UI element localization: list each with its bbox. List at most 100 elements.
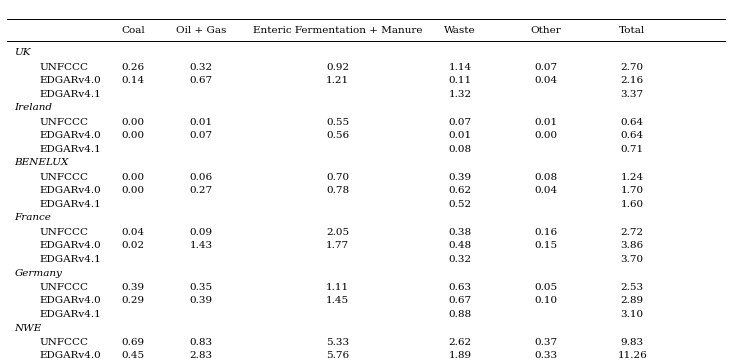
Text: 2.62: 2.62	[449, 338, 471, 347]
Text: 1.11: 1.11	[326, 283, 350, 292]
Text: 1.89: 1.89	[449, 351, 471, 360]
Text: 1.14: 1.14	[449, 63, 471, 72]
Text: EDGARv4.0: EDGARv4.0	[40, 131, 101, 140]
Text: 0.35: 0.35	[190, 283, 213, 292]
Text: 2.53: 2.53	[621, 283, 644, 292]
Text: 0.04: 0.04	[122, 228, 144, 237]
Text: Germany: Germany	[15, 269, 62, 278]
Text: 0.39: 0.39	[449, 173, 471, 182]
Text: Other: Other	[531, 26, 561, 35]
Text: UNFCCC: UNFCCC	[40, 338, 89, 347]
Text: 0.38: 0.38	[449, 228, 471, 237]
Text: 0.56: 0.56	[326, 131, 350, 140]
Text: EDGARv4.1: EDGARv4.1	[40, 199, 101, 208]
Text: EDGARv4.0: EDGARv4.0	[40, 76, 101, 85]
Text: 2.72: 2.72	[621, 228, 644, 237]
Text: 0.92: 0.92	[326, 63, 350, 72]
Text: 0.67: 0.67	[190, 76, 213, 85]
Text: 1.43: 1.43	[190, 241, 213, 250]
Text: UNFCCC: UNFCCC	[40, 283, 89, 292]
Text: 0.37: 0.37	[534, 338, 558, 347]
Text: 0.39: 0.39	[190, 296, 213, 305]
Text: 0.09: 0.09	[190, 228, 213, 237]
Text: BENELUX: BENELUX	[15, 158, 69, 167]
Text: 2.89: 2.89	[621, 296, 644, 305]
Text: 11.26: 11.26	[617, 351, 647, 360]
Text: 1.21: 1.21	[326, 76, 350, 85]
Text: EDGARv4.0: EDGARv4.0	[40, 241, 101, 250]
Text: 0.08: 0.08	[449, 145, 471, 154]
Text: Enteric Fermentation + Manure: Enteric Fermentation + Manure	[253, 26, 422, 35]
Text: 0.45: 0.45	[122, 351, 144, 360]
Text: 0.64: 0.64	[621, 131, 644, 140]
Text: Ireland: Ireland	[15, 103, 53, 112]
Text: 0.33: 0.33	[534, 351, 558, 360]
Text: 0.62: 0.62	[449, 186, 471, 195]
Text: 0.00: 0.00	[122, 118, 144, 127]
Text: EDGARv4.1: EDGARv4.1	[40, 255, 101, 264]
Text: 0.02: 0.02	[122, 241, 144, 250]
Text: Coal: Coal	[121, 26, 145, 35]
Text: EDGARv4.0: EDGARv4.0	[40, 186, 101, 195]
Text: 0.14: 0.14	[122, 76, 144, 85]
Text: 0.05: 0.05	[534, 283, 558, 292]
Text: 0.32: 0.32	[449, 255, 471, 264]
Text: 0.01: 0.01	[534, 118, 558, 127]
Text: 0.01: 0.01	[449, 131, 471, 140]
Text: 0.15: 0.15	[534, 241, 558, 250]
Text: 0.04: 0.04	[534, 76, 558, 85]
Text: 0.32: 0.32	[190, 63, 213, 72]
Text: 1.24: 1.24	[621, 173, 644, 182]
Text: Waste: Waste	[444, 26, 476, 35]
Text: 2.83: 2.83	[190, 351, 213, 360]
Text: 1.45: 1.45	[326, 296, 350, 305]
Text: 0.00: 0.00	[534, 131, 558, 140]
Text: 0.69: 0.69	[122, 338, 144, 347]
Text: 0.00: 0.00	[122, 131, 144, 140]
Text: 0.88: 0.88	[449, 310, 471, 319]
Text: 3.37: 3.37	[621, 90, 644, 99]
Text: 1.70: 1.70	[621, 186, 644, 195]
Text: EDGARv4.0: EDGARv4.0	[40, 351, 101, 360]
Text: UNFCCC: UNFCCC	[40, 228, 89, 237]
Text: 0.07: 0.07	[190, 131, 213, 140]
Text: 3.86: 3.86	[621, 241, 644, 250]
Text: 9.83: 9.83	[621, 338, 644, 347]
Text: 2.70: 2.70	[621, 63, 644, 72]
Text: 2.16: 2.16	[621, 76, 644, 85]
Text: Oil + Gas: Oil + Gas	[176, 26, 226, 35]
Text: 1.60: 1.60	[621, 199, 644, 208]
Text: 0.00: 0.00	[122, 186, 144, 195]
Text: EDGARv4.1: EDGARv4.1	[40, 310, 101, 319]
Text: 0.63: 0.63	[449, 283, 471, 292]
Text: EDGARv4.1: EDGARv4.1	[40, 145, 101, 154]
Text: 0.27: 0.27	[190, 186, 213, 195]
Text: 0.39: 0.39	[122, 283, 144, 292]
Text: 1.32: 1.32	[449, 90, 471, 99]
Text: 0.67: 0.67	[449, 296, 471, 305]
Text: 0.07: 0.07	[449, 118, 471, 127]
Text: 0.70: 0.70	[326, 173, 350, 182]
Text: 0.06: 0.06	[190, 173, 213, 182]
Text: 1.77: 1.77	[326, 241, 350, 250]
Text: 0.00: 0.00	[122, 173, 144, 182]
Text: 0.08: 0.08	[534, 173, 558, 182]
Text: 2.05: 2.05	[326, 228, 350, 237]
Text: 5.76: 5.76	[326, 351, 350, 360]
Text: 0.48: 0.48	[449, 241, 471, 250]
Text: UK: UK	[15, 48, 31, 57]
Text: EDGARv4.1: EDGARv4.1	[40, 90, 101, 99]
Text: 0.52: 0.52	[449, 199, 471, 208]
Text: NWE: NWE	[15, 324, 42, 333]
Text: 0.29: 0.29	[122, 296, 144, 305]
Text: 0.04: 0.04	[534, 186, 558, 195]
Text: 5.33: 5.33	[326, 338, 350, 347]
Text: UNFCCC: UNFCCC	[40, 63, 89, 72]
Text: 3.70: 3.70	[621, 255, 644, 264]
Text: 0.16: 0.16	[534, 228, 558, 237]
Text: 0.01: 0.01	[190, 118, 213, 127]
Text: UNFCCC: UNFCCC	[40, 118, 89, 127]
Text: 0.10: 0.10	[534, 296, 558, 305]
Text: 0.71: 0.71	[621, 145, 644, 154]
Text: 0.26: 0.26	[122, 63, 144, 72]
